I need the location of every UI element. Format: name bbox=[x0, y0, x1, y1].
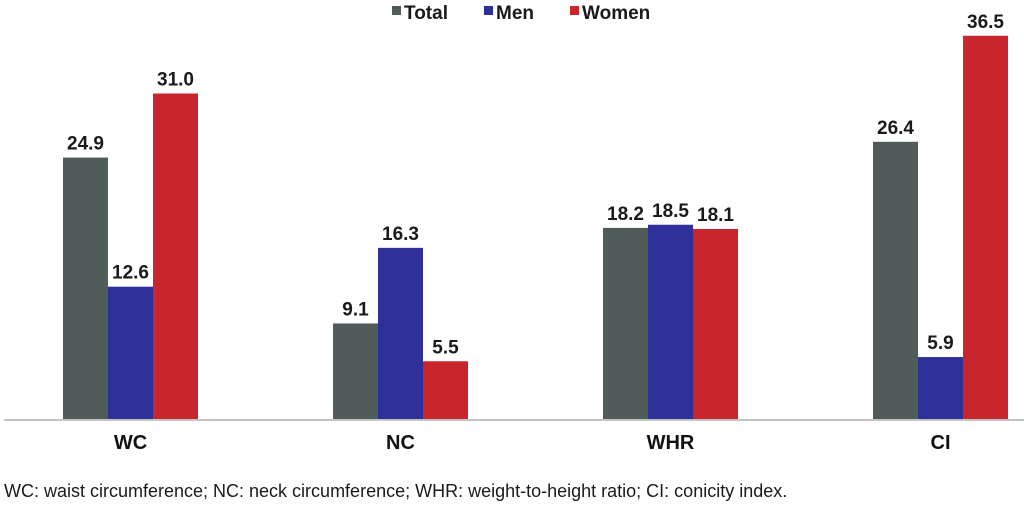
bar-ci-total bbox=[873, 141, 918, 420]
legend-swatch-men bbox=[484, 6, 493, 15]
value-label-whr-total: 18.2 bbox=[607, 204, 644, 225]
value-label-ci-total: 26.4 bbox=[877, 118, 914, 139]
legend-label-men: Men bbox=[496, 3, 534, 24]
bar-ci-men bbox=[918, 357, 963, 419]
bar-nc-women bbox=[423, 361, 468, 419]
bar-whr-women bbox=[693, 228, 738, 419]
value-label-wc-men: 12.6 bbox=[112, 263, 149, 284]
category-label-whr: WHR bbox=[647, 432, 695, 454]
value-label-wc-total: 24.9 bbox=[67, 134, 104, 155]
value-label-wc-women: 31.0 bbox=[157, 70, 194, 91]
bar-wc-women bbox=[153, 93, 198, 419]
category-label-nc: NC bbox=[386, 432, 415, 454]
legend-label-women: Women bbox=[582, 3, 650, 24]
value-label-ci-men: 5.9 bbox=[927, 333, 953, 354]
value-labels-group: 24.9 9.1 18.2 26.4 12.6 16.3 18.5 5.9 31.0 5.5 18.… bbox=[67, 12, 1004, 359]
bar-nc-total bbox=[333, 323, 378, 419]
bar-wc-men bbox=[108, 286, 153, 419]
value-label-nc-total: 9.1 bbox=[342, 299, 369, 320]
footnote: WC: waist circumference; NC: neck circum… bbox=[4, 481, 788, 501]
legend: Total Men Women bbox=[392, 3, 650, 24]
bar-ci-women bbox=[963, 35, 1008, 419]
legend-label-total: Total bbox=[404, 3, 448, 24]
category-label-ci: CI bbox=[931, 432, 951, 454]
bars-group bbox=[63, 35, 1008, 420]
value-label-whr-women: 18.1 bbox=[697, 205, 734, 226]
category-labels-group: WC NC WHR CI bbox=[114, 432, 951, 454]
value-label-nc-men: 16.3 bbox=[382, 224, 419, 245]
bar-nc-men bbox=[378, 247, 423, 419]
legend-swatch-women bbox=[570, 6, 579, 15]
bar-whr-total bbox=[603, 227, 648, 419]
bar-whr-men bbox=[648, 224, 693, 419]
bar-wc-total bbox=[63, 157, 108, 420]
category-label-wc: WC bbox=[114, 432, 147, 454]
value-label-nc-women: 5.5 bbox=[432, 337, 459, 358]
value-label-ci-women: 36.5 bbox=[967, 12, 1004, 33]
legend-swatch-total bbox=[392, 6, 401, 15]
value-label-whr-men: 18.5 bbox=[652, 201, 689, 222]
